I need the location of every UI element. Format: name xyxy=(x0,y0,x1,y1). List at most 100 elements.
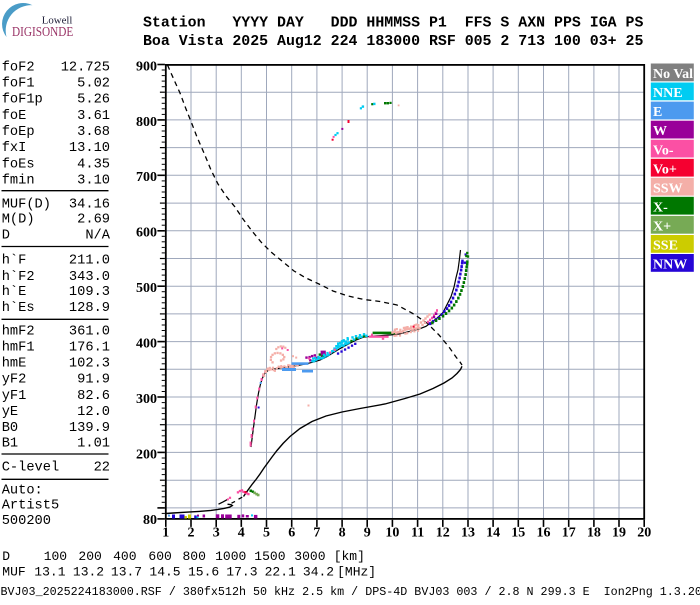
svg-text:[km]: [km] xyxy=(334,549,365,564)
svg-text:91.9: 91.9 xyxy=(77,373,110,388)
svg-text:22: 22 xyxy=(94,461,110,476)
svg-text:139.9: 139.9 xyxy=(69,421,110,436)
svg-text:3000: 3000 xyxy=(294,549,325,564)
svg-text:SSW: SSW xyxy=(653,181,683,196)
svg-text:C-level: C-level xyxy=(2,461,60,476)
svg-text:Station YYYY DAY DDD HHMMS: Station YYYY DAY DDD HHMMSS P1 FFS S AXN… xyxy=(143,16,643,32)
svg-text:80: 80 xyxy=(143,513,157,528)
svg-text:700: 700 xyxy=(136,170,157,185)
svg-text:Vo-: Vo- xyxy=(653,143,674,158)
svg-text:Vo+: Vo+ xyxy=(653,162,677,177)
svg-text:h`F: h`F xyxy=(2,254,27,269)
svg-text:B1: B1 xyxy=(2,437,18,452)
svg-text:M(D): M(D) xyxy=(2,213,35,228)
svg-text:100: 100 xyxy=(44,549,67,564)
svg-text:BVJ03_2025224183000.RSF / 380f: BVJ03_2025224183000.RSF / 380fx512h 50 k… xyxy=(1,585,700,599)
svg-text:No Val: No Val xyxy=(653,67,693,82)
svg-text:B0: B0 xyxy=(2,421,18,436)
svg-text:361.0: 361.0 xyxy=(69,325,110,340)
svg-text:13.1: 13.1 xyxy=(34,565,65,580)
svg-text:9: 9 xyxy=(364,526,371,541)
svg-text:13: 13 xyxy=(461,526,475,541)
svg-text:500: 500 xyxy=(136,281,157,296)
svg-text:hmF1: hmF1 xyxy=(2,341,35,356)
svg-text:600: 600 xyxy=(136,226,157,241)
svg-text:DIGISONDE: DIGISONDE xyxy=(12,25,73,40)
svg-text:Boa Vista 2025 Aug12 224 18300: Boa Vista 2025 Aug12 224 183000 RSF 005 … xyxy=(143,34,643,50)
svg-text:yE: yE xyxy=(2,405,18,420)
svg-text:211.0: 211.0 xyxy=(69,254,110,269)
svg-text:8: 8 xyxy=(339,526,346,541)
svg-text:13.10: 13.10 xyxy=(69,141,110,156)
svg-text:foF2: foF2 xyxy=(2,61,35,76)
svg-text:800: 800 xyxy=(136,115,157,130)
svg-text:foE: foE xyxy=(2,109,27,124)
svg-text:D: D xyxy=(2,229,10,244)
svg-text:15: 15 xyxy=(511,526,525,541)
svg-text:22.1: 22.1 xyxy=(265,565,296,580)
svg-text:MUF(D): MUF(D) xyxy=(2,198,51,213)
svg-text:500200: 500200 xyxy=(2,514,51,529)
svg-text:10: 10 xyxy=(385,526,399,541)
svg-text:343.0: 343.0 xyxy=(69,270,110,285)
svg-text:Auto:: Auto: xyxy=(2,484,43,499)
svg-text:1500: 1500 xyxy=(254,549,285,564)
svg-text:NNE: NNE xyxy=(653,86,683,101)
svg-text:4: 4 xyxy=(238,526,245,541)
svg-text:19: 19 xyxy=(612,526,626,541)
svg-text:foEp: foEp xyxy=(2,125,35,140)
svg-text:h`E: h`E xyxy=(2,285,27,300)
svg-text:900: 900 xyxy=(136,59,157,74)
svg-text:h`Es: h`Es xyxy=(2,301,35,316)
svg-text:Artist5: Artist5 xyxy=(2,499,60,514)
svg-text:foF1: foF1 xyxy=(2,77,35,92)
svg-text:14.5: 14.5 xyxy=(149,565,180,580)
svg-text:20: 20 xyxy=(637,526,651,541)
svg-text:17.3: 17.3 xyxy=(226,565,257,580)
svg-text:fmin: fmin xyxy=(2,174,35,189)
svg-text:E: E xyxy=(653,105,662,120)
svg-text:4.35: 4.35 xyxy=(77,158,110,173)
svg-text:1000: 1000 xyxy=(215,549,246,564)
svg-text:14: 14 xyxy=(486,526,500,541)
svg-text:X+: X+ xyxy=(653,220,671,235)
svg-text:18: 18 xyxy=(587,526,601,541)
svg-text:2: 2 xyxy=(188,526,195,541)
svg-text:[MHz]: [MHz] xyxy=(337,565,376,580)
svg-text:7: 7 xyxy=(313,526,320,541)
svg-text:176.1: 176.1 xyxy=(69,341,110,356)
svg-text:200: 200 xyxy=(78,549,101,564)
svg-text:16: 16 xyxy=(537,526,551,541)
svg-text:300: 300 xyxy=(136,392,157,407)
svg-text:yF2: yF2 xyxy=(2,373,27,388)
svg-text:3: 3 xyxy=(213,526,220,541)
svg-text:N/A: N/A xyxy=(85,229,110,244)
svg-text:102.3: 102.3 xyxy=(69,357,110,372)
svg-text:12.0: 12.0 xyxy=(77,405,110,420)
svg-text:5.02: 5.02 xyxy=(77,77,110,92)
svg-text:128.9: 128.9 xyxy=(69,301,110,316)
svg-text:6: 6 xyxy=(288,526,295,541)
svg-text:2.69: 2.69 xyxy=(77,213,110,228)
svg-text:34.2: 34.2 xyxy=(303,565,334,580)
svg-text:12.725: 12.725 xyxy=(61,61,110,76)
svg-text:foF1p: foF1p xyxy=(2,93,43,108)
svg-text:12: 12 xyxy=(436,526,450,541)
svg-text:17: 17 xyxy=(562,526,576,541)
svg-text:5.26: 5.26 xyxy=(77,93,110,108)
svg-text:X-: X- xyxy=(653,200,668,215)
svg-text:MUF: MUF xyxy=(2,565,25,580)
svg-text:yF1: yF1 xyxy=(2,389,27,404)
svg-text:13.2: 13.2 xyxy=(73,565,104,580)
svg-text:400: 400 xyxy=(113,549,136,564)
svg-text:D: D xyxy=(2,549,10,564)
svg-text:SSE: SSE xyxy=(653,239,678,254)
svg-text:foEs: foEs xyxy=(2,158,35,173)
svg-text:600: 600 xyxy=(148,549,171,564)
svg-text:15.6: 15.6 xyxy=(188,565,219,580)
svg-text:34.16: 34.16 xyxy=(69,198,110,213)
svg-text:82.6: 82.6 xyxy=(77,389,110,404)
svg-text:109.3: 109.3 xyxy=(69,285,110,300)
svg-text:11: 11 xyxy=(411,526,424,541)
svg-text:3.61: 3.61 xyxy=(77,109,110,124)
